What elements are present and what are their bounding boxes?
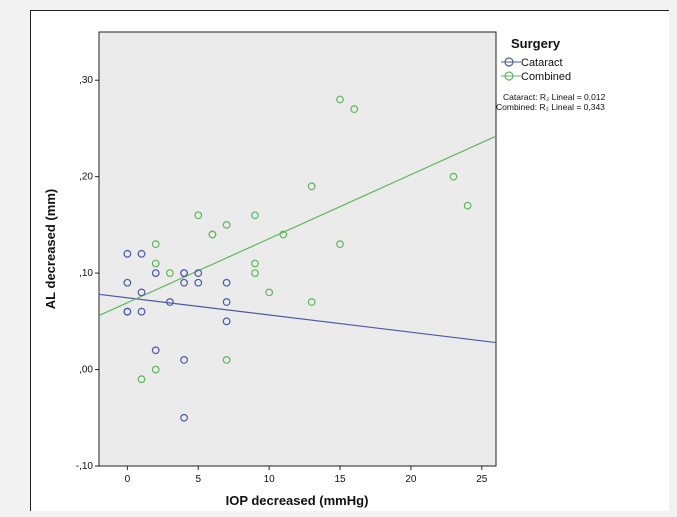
fit-line-combined (98, 135, 497, 317)
legend-marker-combined (504, 71, 514, 81)
point-cataract (151, 346, 160, 355)
point-combined (222, 220, 231, 229)
x-tick-label: 15 (334, 474, 346, 485)
point-cataract (180, 413, 188, 422)
point-cataract (194, 269, 203, 278)
fit-lines (98, 135, 497, 344)
plot-area (98, 31, 497, 467)
annotation-combined-r2: Combined: R₂ Lineal = 0,343 (496, 102, 605, 112)
y-tick-label: ,20 (79, 172, 93, 183)
x-tick-label: 20 (405, 474, 417, 485)
point-cataract (194, 278, 203, 287)
point-cataract (180, 278, 188, 287)
data-points (123, 95, 472, 422)
point-combined (449, 172, 458, 181)
point-combined (350, 105, 359, 114)
point-cataract (123, 278, 132, 287)
x-tick-label: 5 (195, 474, 201, 485)
point-combined (151, 365, 160, 374)
y-tick-label: ,00 (79, 365, 93, 376)
y-axis: -,10 ,00 ,10 ,20 ,30 (76, 75, 99, 472)
point-combined (194, 211, 203, 220)
legend: Surgery Cataract Combined Cataract: R₂ L… (496, 36, 606, 112)
point-cataract (123, 249, 132, 258)
point-combined (165, 269, 174, 278)
point-cataract (222, 278, 231, 287)
scatter-chart: -,10 ,00 ,10 ,20 ,30 0 5 10 15 20 25 AL decreased… (43, 31, 606, 508)
x-axis: 0 5 10 15 20 25 (125, 466, 488, 485)
page-edge (669, 0, 677, 511)
point-cataract (123, 307, 132, 316)
point-cataract (137, 288, 146, 297)
point-cataract (222, 317, 231, 326)
point-cataract (151, 269, 160, 278)
point-combined (463, 201, 472, 210)
point-cataract (137, 249, 146, 258)
point-combined (208, 230, 217, 239)
point-cataract (180, 269, 188, 278)
fit-line-cataract (98, 293, 497, 344)
point-combined (307, 298, 316, 306)
point-combined (265, 288, 274, 297)
point-combined (307, 182, 316, 191)
point-combined (251, 211, 259, 220)
point-combined (251, 259, 259, 268)
y-axis-label: AL decreased (mm) (43, 189, 58, 309)
point-combined (336, 240, 344, 249)
x-tick-label: 10 (264, 474, 276, 485)
legend-title: Surgery (511, 36, 561, 51)
point-cataract (222, 298, 231, 306)
y-tick-label: ,10 (79, 268, 93, 279)
x-tick-label: 25 (476, 474, 488, 485)
point-combined (222, 356, 231, 364)
point-cataract (165, 298, 174, 306)
y-tick-label: -,10 (76, 461, 94, 472)
point-combined (137, 375, 146, 384)
legend-entry-cataract: Cataract (501, 57, 563, 69)
point-combined (251, 269, 259, 278)
point-combined (151, 259, 160, 268)
y-tick-label: ,30 (79, 75, 93, 86)
legend-label-combined: Combined (521, 71, 571, 83)
point-cataract (137, 307, 146, 316)
annotation-cataract-r2: Cataract: R₂ Lineal = 0,012 (503, 92, 606, 102)
x-tick-label: 0 (125, 474, 131, 485)
point-combined (151, 240, 160, 249)
legend-label-cataract: Cataract (521, 57, 563, 69)
point-combined (279, 230, 288, 239)
x-axis-label: IOP decreased (mmHg) (226, 493, 369, 508)
legend-marker-cataract (504, 57, 514, 67)
point-combined (336, 95, 344, 104)
chart-figure: -,10 ,00 ,10 ,20 ,30 0 5 10 15 20 25 AL decreased… (30, 10, 677, 511)
point-cataract (180, 356, 188, 364)
legend-entry-combined: Combined (501, 71, 571, 83)
